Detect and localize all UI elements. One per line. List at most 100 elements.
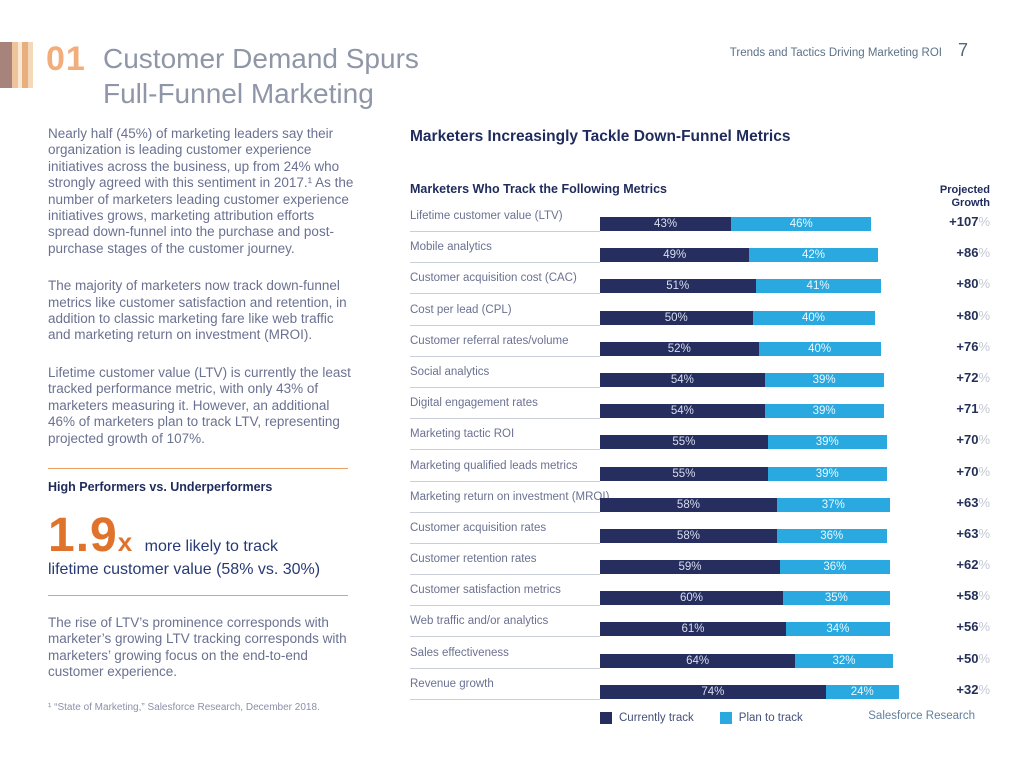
stacked-bar: 59% 36% — [600, 560, 890, 575]
stacked-bar: 54% 39% — [600, 404, 884, 419]
projected-growth-value: +86% — [956, 245, 990, 261]
closing-paragraph: The rise of LTV’s prominence corresponds… — [48, 614, 347, 680]
currently-track-segment: 55% — [600, 435, 768, 450]
stacked-bar: 61% 34% — [600, 622, 890, 637]
projected-growth-value: +72% — [956, 369, 990, 385]
row-baseline — [410, 449, 600, 451]
body-text-column: Nearly half (45%) of marketing leaders s… — [48, 126, 356, 713]
stacked-bar: 64% 32% — [600, 653, 893, 668]
page-title: Customer Demand Spurs Full-Funnel Market… — [103, 41, 419, 111]
projected-growth-value: +107% — [949, 214, 990, 229]
legend-swatch — [600, 712, 612, 724]
paragraph-1: Nearly half (45%) of marketing leaders s… — [48, 126, 354, 256]
stacked-bar: 50% 40% — [600, 310, 875, 325]
running-header: Trends and Tactics Driving Marketing ROI… — [730, 40, 968, 61]
currently-track-segment: 54% — [600, 404, 765, 419]
paragraph-2: The majority of marketers now track down… — [48, 278, 347, 343]
projected-growth-value: +58% — [956, 588, 990, 604]
chart-row: Digital engagement rates 54% 39% +71% — [410, 393, 990, 424]
metric-label: Marketing return on investment (MROI) — [410, 490, 610, 503]
plan-to-track-segment: 39% — [764, 372, 884, 387]
currently-track-segment: 54% — [600, 372, 765, 387]
metric-label: Customer retention rates — [410, 553, 537, 566]
stacked-bar: 58% 36% — [600, 528, 887, 543]
stacked-bar: 74% 24% — [600, 684, 899, 699]
currently-track-segment: 61% — [600, 622, 787, 637]
chart-row: Revenue growth 74% 24% +32% — [410, 674, 990, 705]
footer-brand: Salesforce Research — [868, 710, 975, 722]
plan-to-track-segment: 24% — [825, 684, 899, 699]
currently-track-segment: 58% — [600, 528, 777, 543]
row-baseline — [410, 542, 600, 544]
metric-label: Marketing qualified leads metrics — [410, 459, 578, 472]
chart-row: Mobile analytics 49% 42% +86% — [410, 237, 990, 268]
legend-label: Currently track — [619, 712, 694, 724]
brand-stripe — [22, 42, 28, 88]
metric-label: Web traffic and/or analytics — [410, 615, 549, 628]
chart-row: Marketing qualified leads metrics 55% 39% +… — [410, 456, 990, 487]
stacked-bar: 49% 42% — [600, 248, 878, 263]
chart-legend: Currently track Plan to track — [600, 712, 803, 724]
plan-to-track-segment: 40% — [758, 341, 881, 356]
row-baseline — [410, 293, 600, 295]
plan-to-track-segment: 37% — [776, 497, 890, 512]
row-baseline — [410, 480, 600, 482]
brand-stripe — [12, 42, 18, 88]
currently-track-segment: 74% — [600, 684, 826, 699]
chart-rows: Lifetime customer value (LTV) 43% 46% +107%… — [410, 206, 990, 705]
chart-row: Customer retention rates 59% 36% +62% — [410, 549, 990, 580]
projected-growth-value: +63% — [956, 525, 990, 541]
legend-swatch — [719, 712, 732, 724]
projected-growth-value: +32% — [956, 681, 990, 697]
callout-top-rule — [48, 467, 348, 469]
currently-track-segment: 59% — [600, 560, 780, 575]
projected-growth-value: +56% — [956, 619, 990, 635]
plan-to-track-segment: 41% — [755, 279, 881, 294]
chart-title: Marketers Increasingly Tackle Down-Funne… — [410, 128, 791, 145]
brand-stripe — [0, 42, 12, 88]
stacked-bar: 54% 39% — [600, 372, 884, 387]
plan-to-track-segment: 39% — [764, 404, 884, 419]
stat-text-line2: lifetime customer value (58% vs. 30%) — [48, 560, 321, 578]
plan-to-track-segment: 39% — [767, 435, 887, 450]
projected-growth-header: Projected Growth — [939, 184, 990, 209]
row-baseline — [410, 386, 600, 388]
stacked-bar: 58% 37% — [600, 497, 890, 512]
currently-track-segment: 43% — [600, 217, 732, 231]
chart-subtitle: Marketers Who Track the Following Metric… — [410, 182, 668, 196]
legend-item: Currently track — [600, 712, 694, 724]
metric-label: Customer acquisition cost (CAC) — [410, 272, 577, 285]
paragraph-3: Lifetime customer value (LTV) is current… — [48, 364, 351, 446]
projected-growth-value: +76% — [956, 338, 990, 354]
stacked-bar: 43% 46% — [600, 217, 872, 231]
metric-label: Customer referral rates/volume — [410, 334, 569, 347]
plan-to-track-segment: 39% — [767, 466, 887, 481]
brand-stripes-logo — [0, 42, 33, 88]
stacked-bar: 52% 40% — [600, 341, 881, 356]
stat-text-line1: more likely to track — [144, 537, 279, 555]
row-baseline — [410, 667, 600, 669]
row-baseline — [410, 262, 600, 264]
chart-row: Marketing tactic ROI 55% 39% +70% — [410, 424, 990, 455]
stacked-bar: 51% 41% — [600, 279, 881, 294]
brand-stripe — [18, 42, 22, 88]
plan-to-track-segment: 35% — [783, 591, 890, 606]
currently-track-segment: 60% — [600, 591, 783, 606]
projected-growth-value: +70% — [956, 432, 990, 448]
metric-label: Cost per lead (CPL) — [410, 303, 512, 316]
metric-label: Sales effectiveness — [410, 646, 509, 659]
projected-growth-value: +71% — [956, 401, 990, 417]
row-baseline — [410, 574, 600, 576]
stacked-bar: 60% 35% — [600, 591, 890, 606]
section-number: 01 — [46, 40, 86, 78]
currently-track-segment: 49% — [600, 248, 750, 263]
chart-row: Customer acquisition rates 58% 36% +63% — [410, 518, 990, 549]
chart-row: Marketing return on investment (MROI) 58%… — [410, 487, 990, 518]
page-title-line1: Customer Demand Spurs — [103, 43, 419, 74]
brand-stripe — [28, 42, 33, 88]
row-baseline — [410, 605, 600, 607]
currently-track-segment: 55% — [600, 466, 768, 481]
chart-row: Sales effectiveness 64% 32% +50% — [410, 643, 990, 674]
legend-label: Plan to track — [738, 712, 803, 724]
page-number: 7 — [957, 40, 968, 60]
